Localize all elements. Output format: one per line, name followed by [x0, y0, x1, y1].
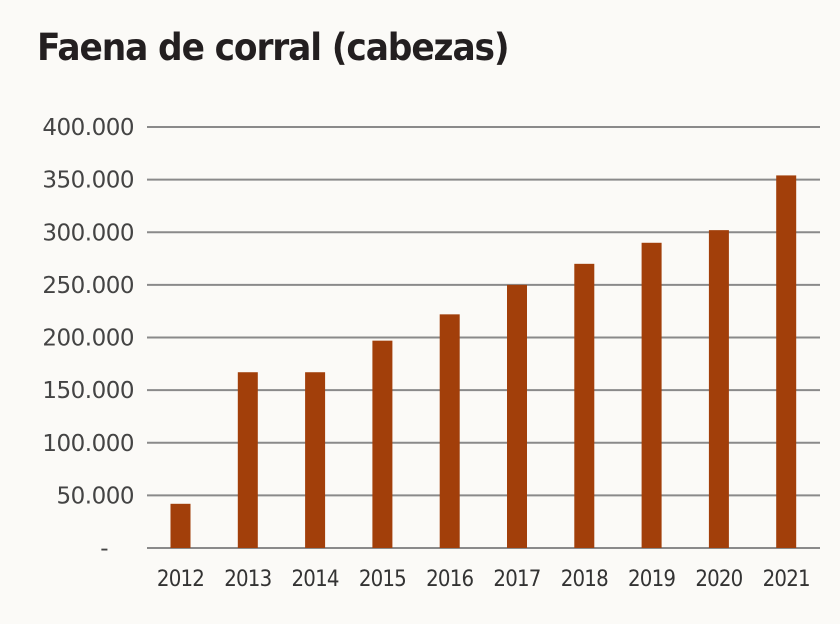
y-tick-label: 400.000 [42, 115, 134, 141]
x-tick-label: 2014 [292, 567, 339, 592]
bar-2019 [641, 242, 662, 548]
x-tick-label: 2020 [695, 567, 742, 592]
y-tick-label: 350.000 [42, 168, 134, 194]
x-tick-label: 2016 [426, 567, 473, 592]
y-tick-label: 300.000 [42, 220, 134, 246]
x-tick-label: 2019 [628, 567, 675, 592]
y-tick-label: 50.000 [57, 483, 134, 509]
y-axis-ticks: - 50.000 100.000 150.000 200.000 250.000 300.0… [42, 115, 134, 562]
bar-2017 [507, 284, 527, 548]
x-tick-label: 2017 [493, 567, 540, 592]
gridlines [147, 126, 820, 549]
x-tick-label: 2012 [157, 567, 204, 592]
x-axis-ticks: 2012 2013 2014 2015 2016 2017 2018 2019 2020 2021 [157, 567, 811, 592]
bar-2013 [237, 372, 258, 548]
y-tick-label: 100.000 [42, 431, 134, 457]
x-tick-label: 2013 [224, 567, 271, 592]
bar-2016 [439, 314, 460, 548]
bars [170, 175, 797, 549]
y-tick-label: 250.000 [42, 273, 134, 299]
chart-title: Faena de corral (cabezas) [37, 26, 510, 69]
bar-2015 [372, 340, 393, 548]
x-tick-label: 2018 [561, 567, 608, 592]
bar-2021 [776, 175, 797, 549]
x-tick-label: 2021 [763, 567, 810, 592]
y-tick-label: 200.000 [42, 326, 134, 352]
bar-2012 [170, 503, 191, 548]
y-tick-label: - [100, 536, 108, 562]
x-tick-label: 2015 [359, 567, 406, 592]
bar-2020 [708, 230, 729, 548]
y-tick-label: 150.000 [42, 378, 134, 404]
bar-2014 [305, 372, 326, 548]
bar-2018 [574, 263, 595, 548]
